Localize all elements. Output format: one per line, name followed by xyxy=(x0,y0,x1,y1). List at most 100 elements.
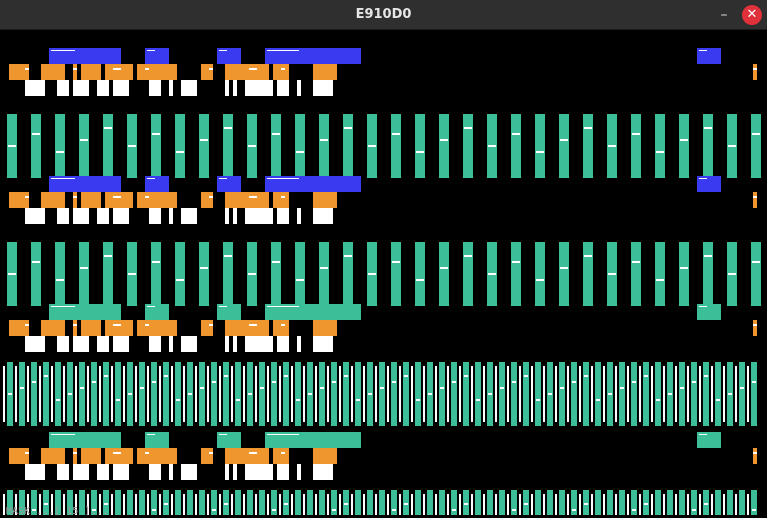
orange-cell-line xyxy=(25,68,29,70)
teal-stripe-line xyxy=(140,387,144,389)
teal-stripe-line xyxy=(584,375,588,377)
teal-stripe-line xyxy=(44,503,48,505)
teal-stripe-line xyxy=(128,393,132,395)
teal-stripe-line xyxy=(176,151,184,153)
white-cell xyxy=(225,80,229,96)
white-thin-stripe xyxy=(735,494,737,515)
white-cell xyxy=(57,336,69,352)
teal-stripe xyxy=(511,114,521,178)
teal-stripe xyxy=(103,242,113,306)
white-cell xyxy=(233,336,237,352)
teal-stripe-line xyxy=(344,503,348,505)
window-title: E910D0 xyxy=(355,7,412,22)
orange-cell xyxy=(121,64,129,80)
white-thin-stripe xyxy=(651,366,653,422)
teal-stripe xyxy=(391,490,397,515)
teal-stripe-line xyxy=(752,509,756,511)
orange-cell xyxy=(25,192,29,208)
teal-stripe-line xyxy=(512,381,516,383)
teal-stripe xyxy=(103,362,109,426)
teal-stripe xyxy=(583,490,589,515)
white-thin-stripe xyxy=(483,494,485,515)
orange-cell xyxy=(233,320,237,336)
white-thin-stripe xyxy=(687,494,689,515)
close-button[interactable]: ✕ xyxy=(742,5,762,25)
white-cell xyxy=(157,336,161,352)
teal-stripe xyxy=(211,362,217,426)
orange-cell-line xyxy=(281,452,285,454)
white-cell xyxy=(245,464,257,480)
teal-stripe xyxy=(379,490,385,515)
orange-cell-line xyxy=(209,324,213,326)
teal-stripe-line xyxy=(320,139,328,141)
orange-cell xyxy=(241,192,249,208)
orange-cell xyxy=(201,64,209,80)
teal-stripe-line xyxy=(560,267,568,269)
white-thin-stripe xyxy=(63,366,65,422)
white-cell xyxy=(81,80,85,96)
teal-stripe xyxy=(79,362,85,426)
orange-cell xyxy=(313,448,321,464)
teal-stripe xyxy=(655,114,665,178)
teal-stripe-line xyxy=(392,509,396,511)
orange-cell xyxy=(41,192,49,208)
white-cell xyxy=(265,208,269,224)
teal-stripe-line xyxy=(368,393,372,395)
orange-cell-line xyxy=(209,68,213,70)
orange-cell xyxy=(73,192,77,208)
white-thin-stripe xyxy=(279,366,281,422)
teal-stripe-line xyxy=(152,261,160,263)
teal-stripe-line xyxy=(284,503,288,505)
white-thin-stripe xyxy=(555,366,557,422)
teal-stripe xyxy=(439,114,449,178)
teal-stripe xyxy=(295,362,301,426)
teal-stripe-line xyxy=(608,273,616,275)
orange-cell xyxy=(201,448,209,464)
white-cell xyxy=(225,336,229,352)
teal-stripe xyxy=(703,362,709,426)
white-thin-stripe xyxy=(147,494,149,515)
orange-cell xyxy=(73,448,77,464)
teal-stripe xyxy=(523,362,529,426)
white-thin-stripe xyxy=(711,366,713,422)
white-thin-stripe xyxy=(675,494,677,515)
teal-stripe xyxy=(667,490,673,515)
white-cell xyxy=(329,80,333,96)
teal-stripe-line xyxy=(68,393,72,395)
orange-cell xyxy=(209,448,213,464)
white-cell xyxy=(297,208,301,224)
teal-stripe xyxy=(43,362,49,426)
teal-stripe-line xyxy=(320,387,324,389)
white-thin-stripe xyxy=(399,366,401,422)
teal-stripe-line xyxy=(704,375,708,377)
teal-stripe xyxy=(295,114,305,178)
teal-stripe xyxy=(655,362,661,426)
orange-cell xyxy=(97,192,101,208)
white-thin-stripe xyxy=(663,366,665,422)
teal-stripe xyxy=(175,490,181,515)
teal-stripe-line xyxy=(488,273,496,275)
white-thin-stripe xyxy=(351,366,353,422)
teal-stripe-line xyxy=(416,151,424,153)
teal-stripe-line xyxy=(368,145,376,147)
white-thin-stripe xyxy=(747,494,749,515)
teal-stripe xyxy=(175,114,185,178)
pattern-canvas xyxy=(3,48,761,515)
teal-stripe xyxy=(415,490,421,515)
white-thin-stripe xyxy=(675,366,677,422)
teal-stripe xyxy=(631,242,641,306)
white-cell xyxy=(41,80,45,96)
title-bar[interactable]: E910D0 – ✕ xyxy=(0,0,767,30)
top-bar xyxy=(265,432,361,448)
white-thin-stripe xyxy=(327,494,329,515)
teal-stripe-line xyxy=(152,133,160,135)
white-thin-stripe xyxy=(399,494,401,515)
teal-stripe xyxy=(415,114,425,178)
orange-cell xyxy=(129,448,133,464)
teal-stripe xyxy=(631,490,637,515)
teal-stripe-line xyxy=(404,375,408,377)
white-thin-stripe xyxy=(627,494,629,515)
minimize-button[interactable]: – xyxy=(720,7,728,23)
teal-stripe xyxy=(475,490,481,515)
top-bar-line xyxy=(219,50,227,51)
